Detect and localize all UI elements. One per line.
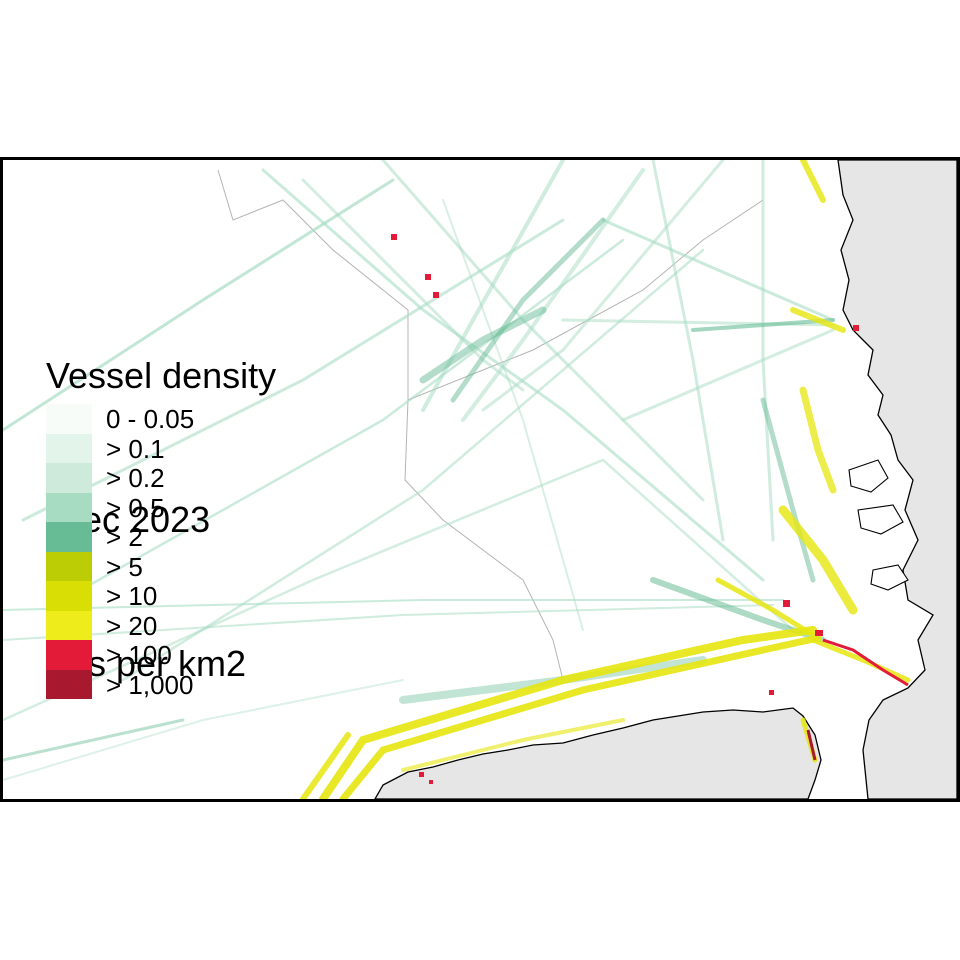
- legend-swatch: [46, 522, 92, 552]
- legend-swatch: [46, 640, 92, 670]
- legend-swatch: [46, 611, 92, 641]
- legend-label: > 100: [106, 640, 172, 670]
- island-1: [849, 460, 888, 492]
- legend-label: > 1,000: [106, 670, 193, 700]
- legend-label: > 5: [106, 552, 143, 582]
- legend-swatch: [46, 552, 92, 582]
- shipping-lanes-heavy: [303, 160, 908, 799]
- legend-swatch: [46, 463, 92, 493]
- legend-label: > 10: [106, 581, 157, 611]
- land-south: [375, 708, 821, 799]
- island-3: [871, 565, 908, 590]
- legend-label: > 0.2: [106, 463, 165, 493]
- port-hotspots: [391, 234, 908, 784]
- legend-label: > 0.1: [106, 434, 165, 464]
- legend-title-line: Vessel density: [46, 352, 276, 400]
- legend-swatch: [46, 581, 92, 611]
- legend-swatch: [46, 434, 92, 464]
- legend-label: > 20: [106, 611, 157, 641]
- legend-swatch: [46, 670, 92, 700]
- legend-label: 0 - 0.05: [106, 404, 194, 434]
- legend-swatch: [46, 493, 92, 523]
- legend-label: > 0.5: [106, 493, 165, 523]
- island-2: [858, 505, 903, 534]
- legend-label: > 2: [106, 522, 143, 552]
- legend-swatch: [46, 404, 92, 434]
